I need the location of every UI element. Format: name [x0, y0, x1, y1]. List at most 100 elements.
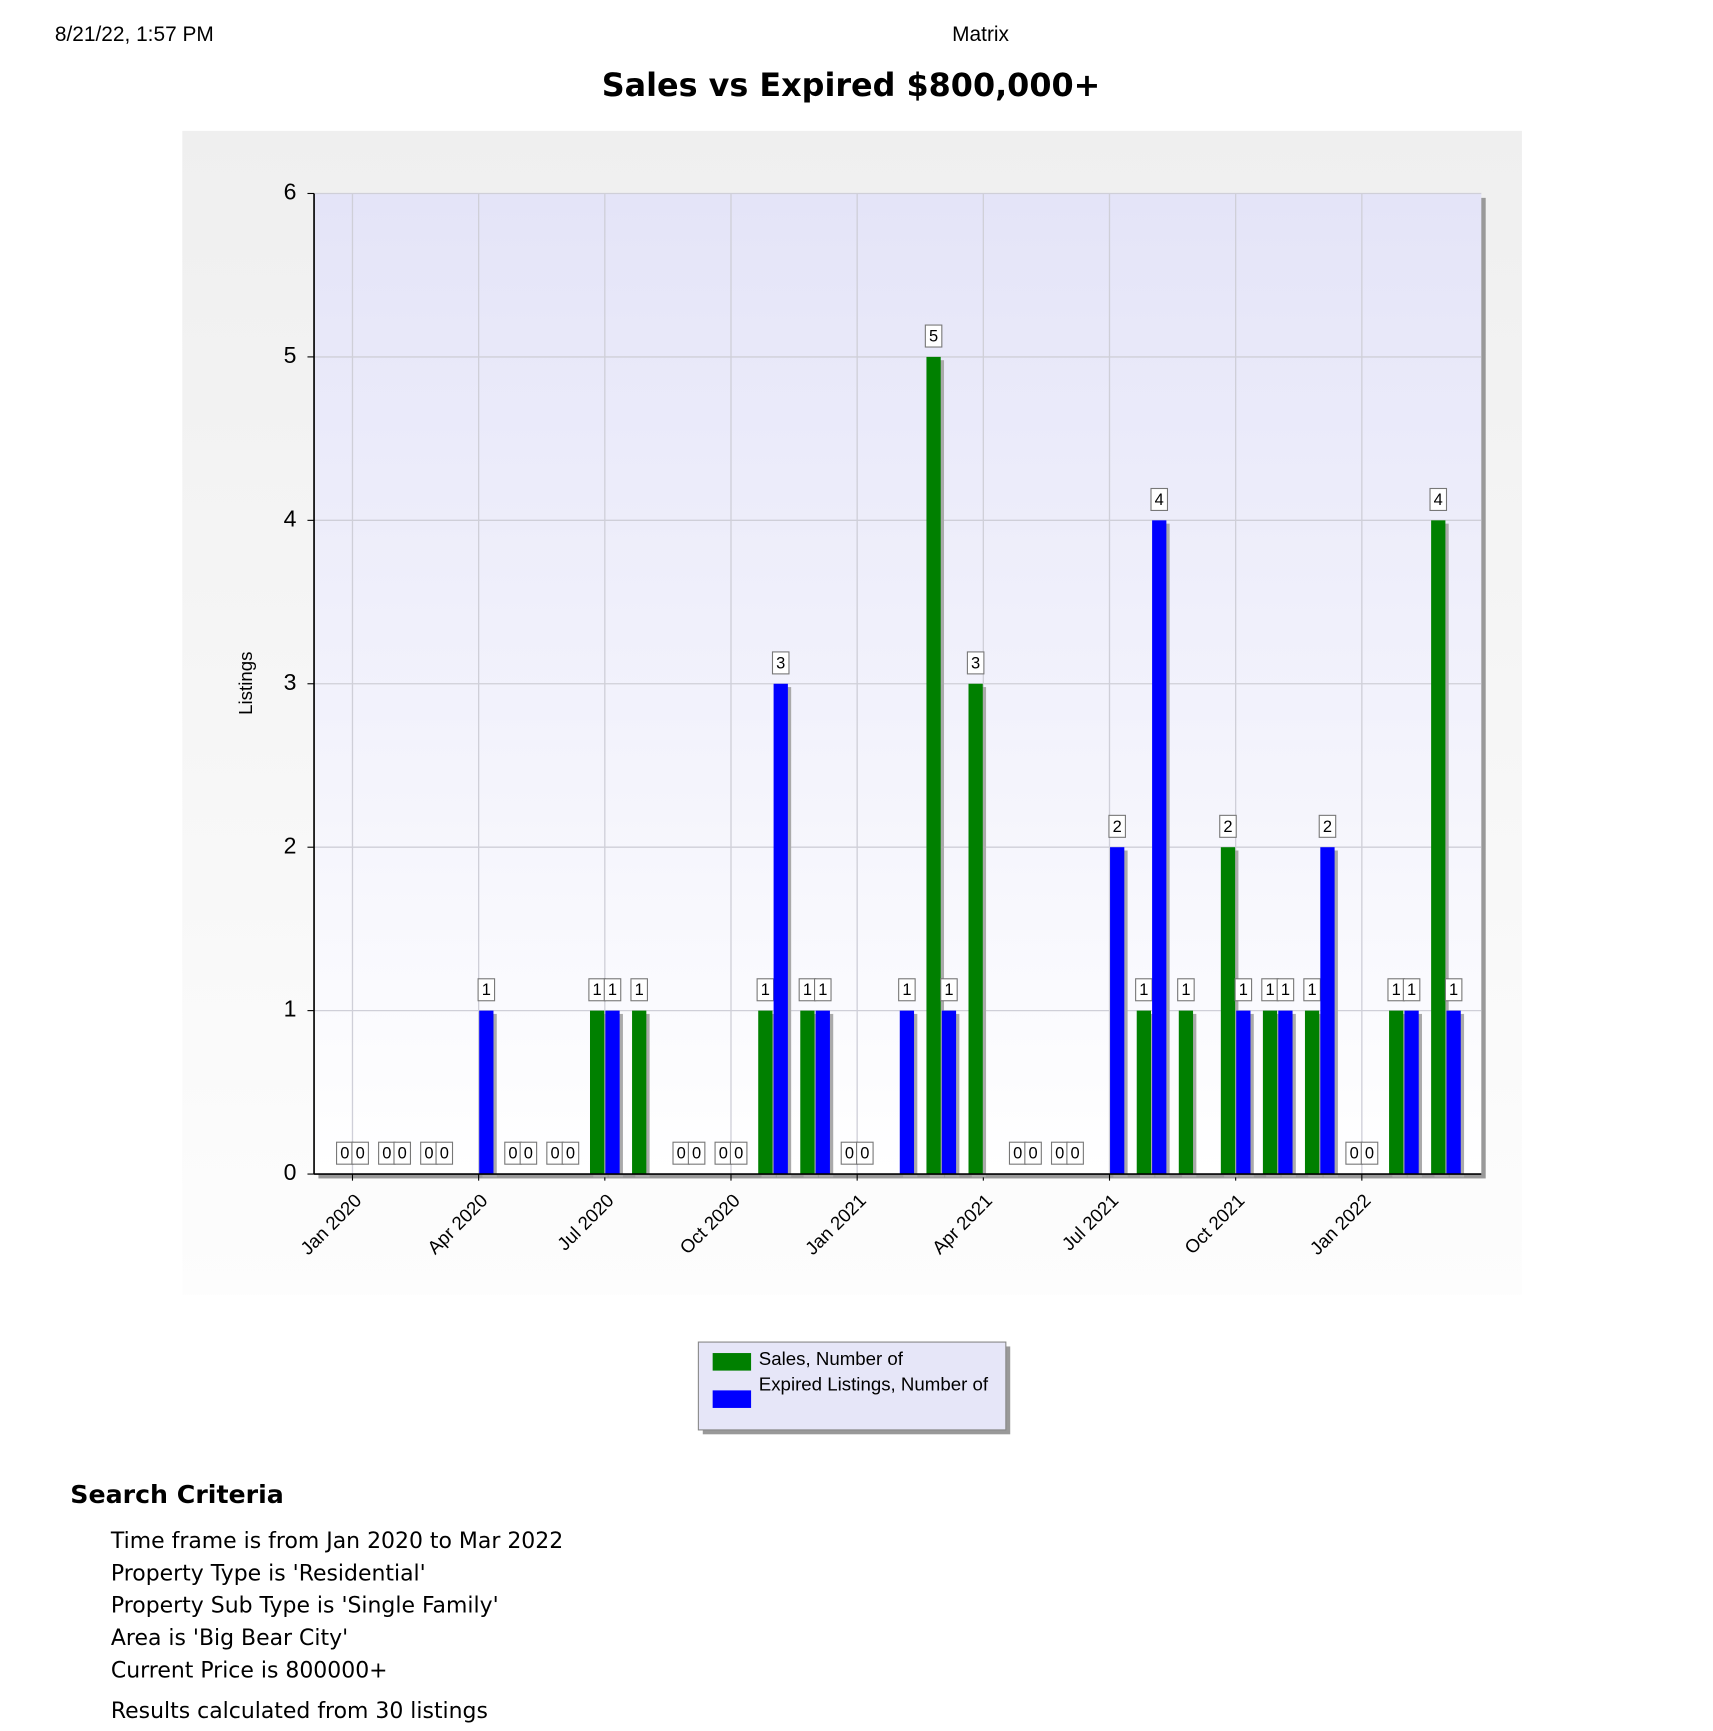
y-tick-label: 2 — [284, 832, 297, 858]
data-label: 2 — [1323, 818, 1332, 836]
bar — [941, 1010, 957, 1175]
data-label-box — [1108, 814, 1126, 838]
criteria-line: Property Sub Type is 'Single Family' — [111, 1594, 499, 1619]
criteria-title: Search Criteria — [70, 1480, 284, 1509]
results-line: Results calculated from 30 listings — [111, 1699, 488, 1724]
data-label-box — [1150, 487, 1169, 512]
data-label: 2 — [1223, 818, 1232, 836]
bar — [1178, 1010, 1194, 1175]
data-label-box — [1318, 814, 1337, 838]
data-label: 0 — [677, 1145, 686, 1163]
data-label-box — [771, 651, 790, 675]
bar — [926, 356, 941, 1175]
data-label: 1 — [1392, 981, 1401, 999]
data-label: 0 — [340, 1145, 349, 1163]
bar — [1446, 1010, 1461, 1175]
data-label-box — [561, 1141, 580, 1165]
data-label: 0 — [1350, 1145, 1359, 1163]
criteria-line: Current Price is 800000+ — [111, 1658, 388, 1683]
y-tick-label: 0 — [284, 1159, 297, 1185]
data-label-box — [393, 1141, 412, 1165]
bar — [605, 1010, 620, 1175]
criteria-line: Property Type is 'Residential' — [111, 1561, 426, 1586]
data-label: 3 — [971, 654, 980, 672]
data-label-box — [435, 1141, 454, 1165]
bar — [1320, 847, 1335, 1175]
bar — [968, 683, 983, 1175]
data-label: 5 — [929, 327, 938, 345]
data-label-box — [603, 978, 622, 1002]
data-label: 0 — [1013, 1145, 1022, 1163]
bar — [1278, 1010, 1293, 1175]
data-label: 1 — [1308, 981, 1317, 999]
y-tick-label: 4 — [284, 505, 297, 531]
data-label: 0 — [860, 1145, 869, 1163]
bar — [1389, 1010, 1404, 1175]
data-label: 0 — [398, 1145, 407, 1163]
bar — [1220, 847, 1236, 1175]
data-label: 2 — [1113, 818, 1122, 836]
data-label: 1 — [1449, 981, 1458, 999]
bar — [589, 1010, 605, 1175]
bar — [800, 1010, 815, 1175]
data-label: 4 — [1155, 491, 1164, 509]
bar — [1236, 1010, 1251, 1175]
legend-label: Expired Listings, Number of — [758, 1373, 989, 1395]
data-label: 0 — [719, 1145, 728, 1163]
bar — [1110, 847, 1125, 1175]
data-label: 0 — [1028, 1145, 1037, 1163]
bar — [899, 1010, 915, 1175]
bar — [758, 1010, 773, 1175]
data-label: 0 — [1055, 1145, 1064, 1163]
data-label: 0 — [424, 1145, 433, 1163]
bar — [773, 683, 788, 1175]
data-label: 0 — [845, 1145, 854, 1163]
bar — [1431, 520, 1446, 1175]
legend-entry: Sales, Number of — [758, 1348, 903, 1370]
legend-swatch — [712, 1390, 752, 1408]
bar — [632, 1010, 647, 1175]
data-label: 0 — [566, 1145, 575, 1163]
data-label: 0 — [524, 1145, 533, 1163]
data-label-box — [630, 978, 648, 1002]
data-label: 1 — [803, 981, 812, 999]
bar — [815, 1010, 830, 1175]
data-label-box — [898, 978, 916, 1002]
data-label: 1 — [1281, 981, 1290, 999]
bar — [1136, 1010, 1152, 1175]
y-axis-label: Listings — [235, 652, 256, 715]
data-label: 0 — [692, 1145, 701, 1163]
timestamp: 8/21/22, 1:57 PM — [55, 23, 214, 46]
data-label: 0 — [382, 1145, 391, 1163]
data-label-box — [1444, 978, 1463, 1002]
data-label: 1 — [1139, 981, 1148, 999]
data-label-box — [1429, 487, 1448, 512]
y-tick-label: 3 — [284, 669, 297, 695]
criteria-line: Time frame is from Jan 2020 to Mar 2022 — [110, 1529, 563, 1554]
data-label: 1 — [761, 981, 770, 999]
data-label: 0 — [1365, 1145, 1374, 1163]
data-label-box — [814, 978, 832, 1002]
bar — [1262, 1010, 1278, 1175]
data-label-box — [940, 978, 958, 1002]
legend-swatch — [712, 1353, 752, 1371]
data-label: 1 — [818, 981, 827, 999]
data-label: 1 — [1265, 981, 1274, 999]
site-name: Matrix — [952, 23, 1009, 46]
legend-entry: Expired Listings, Number of — [758, 1373, 989, 1395]
data-label: 1 — [1407, 981, 1416, 999]
bar — [1152, 520, 1167, 1175]
data-label: 0 — [508, 1145, 517, 1163]
data-label: 1 — [902, 981, 911, 999]
data-label: 1 — [1239, 981, 1248, 999]
data-label: 1 — [1181, 981, 1190, 999]
data-label: 1 — [593, 981, 602, 999]
data-label: 3 — [776, 654, 785, 672]
data-label-box — [519, 1141, 538, 1165]
data-label-box — [1066, 1141, 1084, 1165]
legend-label: Sales, Number of — [758, 1348, 903, 1370]
data-label: 1 — [608, 981, 617, 999]
data-label-box — [1024, 1141, 1042, 1165]
data-label-box — [856, 1141, 874, 1165]
y-tick-label: 5 — [284, 342, 297, 368]
